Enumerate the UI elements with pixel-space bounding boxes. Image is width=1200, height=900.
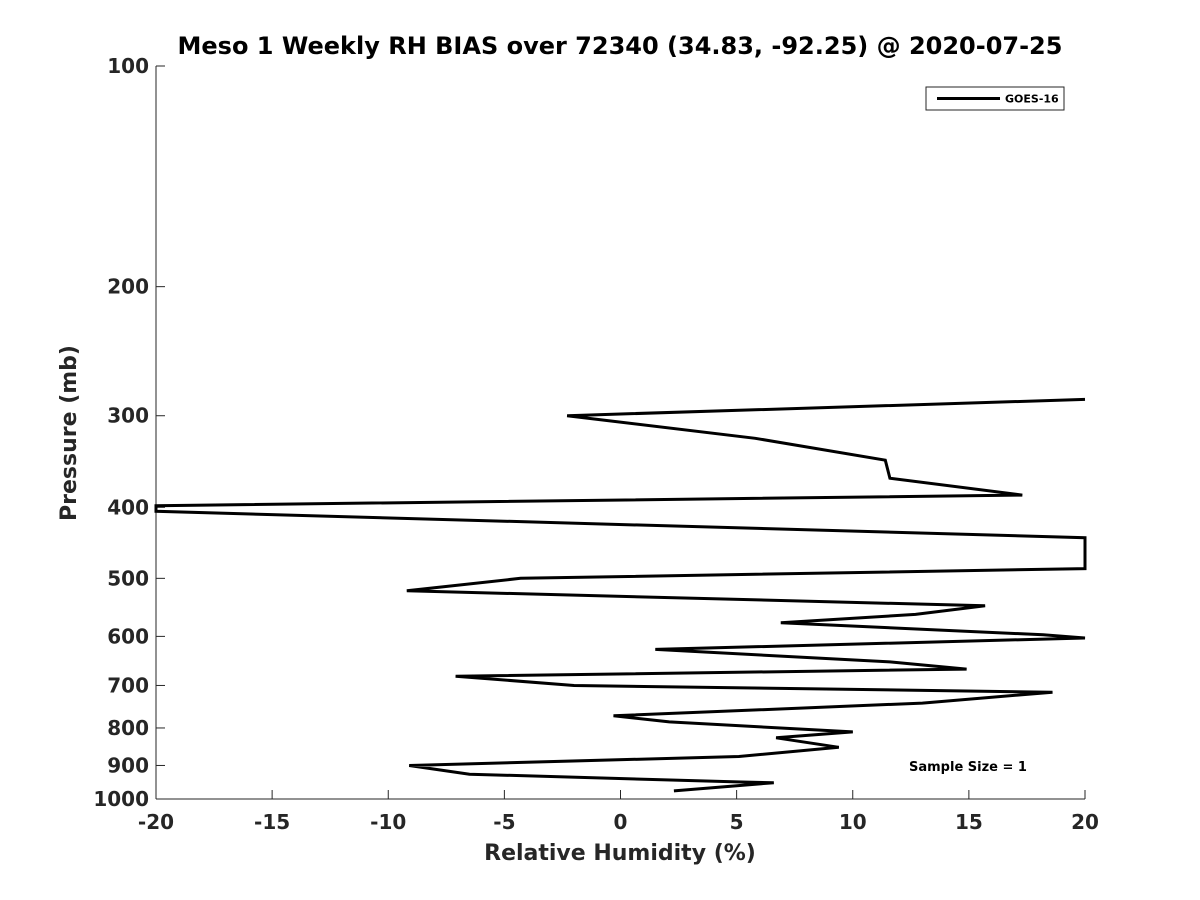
legend-entry-goes-16: GOES-16 <box>1005 93 1059 106</box>
chart-title: Meso 1 Weekly RH BIAS over 72340 (34.83,… <box>178 32 1063 60</box>
y-axis-ticks: 100 200 300 400 500 600 700 800 900 1000 <box>93 54 165 811</box>
x-tick-label: -20 <box>138 810 174 834</box>
y-tick-label: 300 <box>107 404 149 428</box>
x-tick-label: 10 <box>839 810 867 834</box>
x-tick-label: 0 <box>614 810 628 834</box>
y-tick-label: 400 <box>107 495 149 519</box>
x-axis-label: Relative Humidity (%) <box>484 841 756 866</box>
series-layer <box>154 397 1087 793</box>
x-tick-label: 15 <box>955 810 983 834</box>
legend: GOES-16 <box>925 86 1065 111</box>
y-tick-label: 1000 <box>93 787 149 811</box>
x-tick-label: -15 <box>254 810 290 834</box>
y-axis-label: Pressure (mb) <box>57 345 82 521</box>
y-tick-label: 800 <box>107 716 149 740</box>
sample-size-annotation: Sample Size = 1 <box>909 760 1027 775</box>
y-tick-label: 500 <box>107 566 149 590</box>
y-tick-label: 200 <box>107 275 149 299</box>
series-line-goes-16 <box>154 397 1087 793</box>
y-tick-label: 700 <box>107 673 149 697</box>
plot-frame <box>156 66 1085 799</box>
plot-area: -20 -15 -10 -5 0 5 10 15 20 100 200 300 400 500 600 70… <box>93 54 1099 834</box>
x-tick-label: 5 <box>730 810 744 834</box>
x-tick-label: -5 <box>493 810 515 834</box>
y-tick-label: 900 <box>107 753 149 777</box>
y-tick-label: 600 <box>107 624 149 648</box>
x-tick-label: -10 <box>370 810 406 834</box>
x-tick-label: 20 <box>1071 810 1099 834</box>
x-axis-ticks: -20 -15 -10 -5 0 5 10 15 20 <box>138 790 1099 834</box>
y-tick-label: 100 <box>107 54 149 78</box>
